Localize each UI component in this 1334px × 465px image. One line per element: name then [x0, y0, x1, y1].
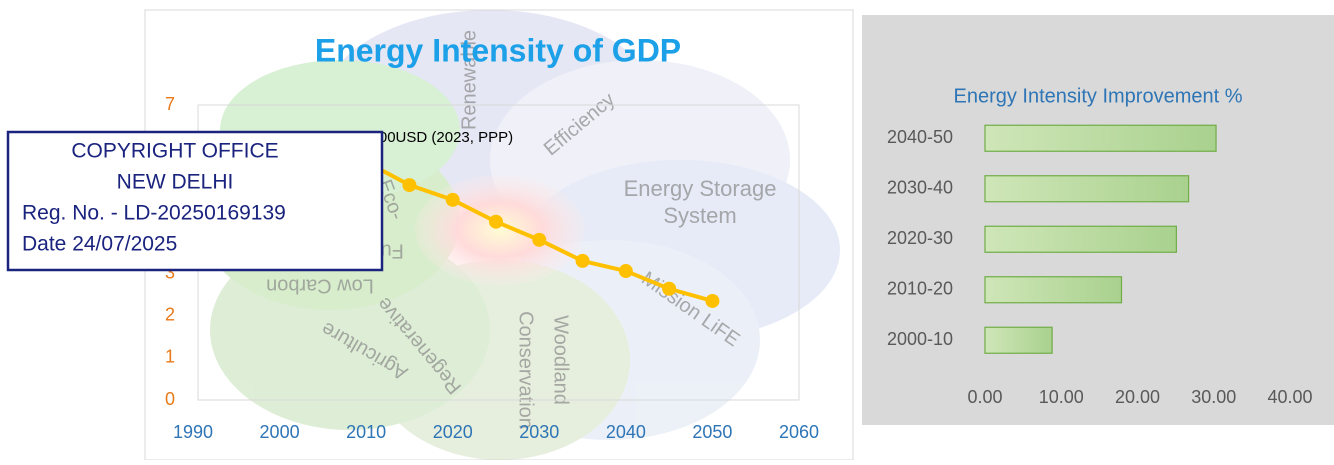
x-tick-label: 10.00 — [1039, 387, 1084, 407]
x-tick-label: 1990 — [173, 422, 213, 442]
y-tick-label: 2030-40 — [887, 178, 953, 198]
chart: Renewable Efficiency Energy Storage Syst… — [0, 0, 1334, 460]
stamp-line: COPYRIGHT OFFICE — [71, 140, 278, 163]
stamp-line: Reg. No. - LD-20250169139 — [22, 202, 286, 225]
y-tick-label: 0 — [165, 389, 175, 409]
y-tick-label: 2020-30 — [887, 228, 953, 248]
y-tick-label: 2010-20 — [887, 279, 953, 299]
bar — [985, 327, 1052, 353]
data-point — [705, 294, 719, 308]
x-tick-label: 2030 — [519, 422, 559, 442]
y-tick-label: 2040-50 — [887, 127, 953, 147]
bg-label: Low Carbon — [266, 275, 374, 297]
y-tick-label: 2 — [165, 304, 175, 324]
page: {"chart_data": [ {"type": "line", "title… — [0, 0, 1334, 460]
right-panel — [862, 15, 1334, 425]
y-tick-label: 7 — [165, 94, 175, 114]
bar — [985, 176, 1189, 202]
x-tick-label: 2040 — [606, 422, 646, 442]
bg-label: Woodland — [550, 315, 572, 405]
copyright-stamp: COPYRIGHT OFFICE NEW DELHI Reg. No. - LD-2… — [8, 132, 382, 270]
data-point — [489, 215, 503, 229]
bar — [985, 226, 1176, 252]
data-point — [402, 178, 416, 192]
x-tick-label: 2020 — [433, 422, 473, 442]
chart-title: Energy Intensity of GDP — [315, 32, 681, 68]
x-tick-label: 40.00 — [1267, 387, 1312, 407]
x-tick-label: 2050 — [692, 422, 732, 442]
y-tick-label: 2000-10 — [887, 329, 953, 349]
stamp-line: Date 24/07/2025 — [22, 233, 177, 256]
data-point — [662, 282, 676, 296]
x-tick-label: 30.00 — [1191, 387, 1236, 407]
y-tick-label: 1 — [165, 347, 175, 367]
bar — [985, 277, 1121, 303]
data-point — [532, 233, 546, 247]
data-point — [446, 193, 460, 207]
stamp-line: NEW DELHI — [117, 171, 234, 194]
chart-title: Energy Intensity Improvement % — [953, 85, 1242, 107]
x-tick-label: 20.00 — [1115, 387, 1160, 407]
x-tick-label: 2010 — [346, 422, 386, 442]
bg-label: System — [663, 203, 736, 228]
x-tick-label: 2060 — [779, 422, 819, 442]
bar — [985, 125, 1216, 151]
x-tick-label: 0.00 — [967, 387, 1002, 407]
data-point — [619, 264, 633, 278]
data-point — [576, 254, 590, 268]
x-tick-label: 2000 — [260, 422, 300, 442]
bg-label: Conservation — [515, 311, 537, 429]
bg-label: Energy Storage — [624, 176, 777, 201]
